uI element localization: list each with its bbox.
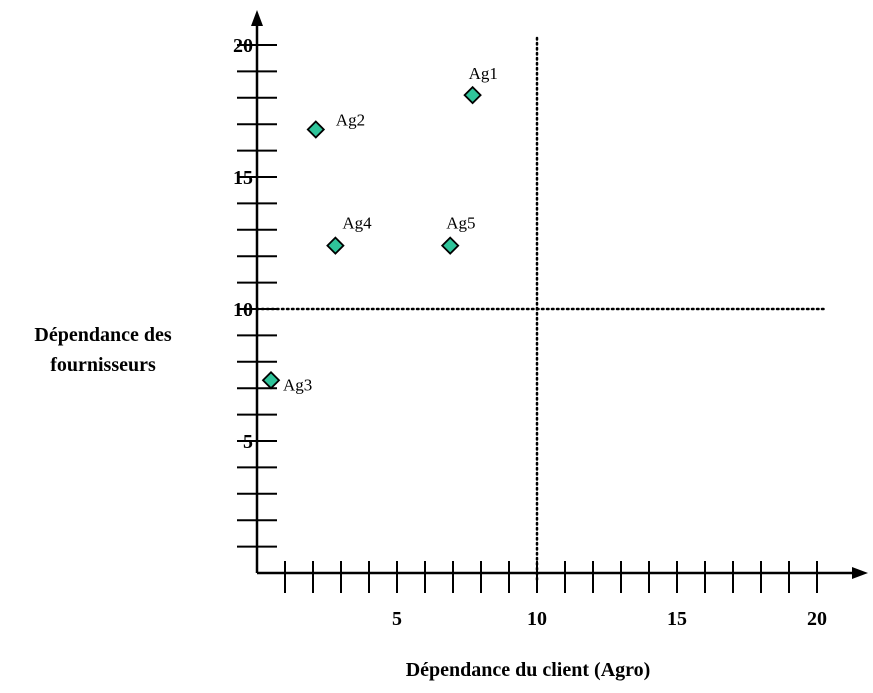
tick-labels: 5 10 15 20 5 10 15 20 xyxy=(233,35,827,630)
point-label-ag5: Ag5 xyxy=(446,214,475,233)
y-tick-label: 15 xyxy=(233,167,253,189)
y-tick-label: 5 xyxy=(243,431,253,453)
axes xyxy=(251,10,868,579)
ticks xyxy=(237,44,818,593)
data-point-ag1 xyxy=(463,85,482,105)
data-points: Ag1 Ag2 Ag3 Ag4 Ag5 xyxy=(261,64,498,394)
data-point-ag5 xyxy=(440,236,460,255)
y-axis-title-line1: Dépendance des xyxy=(34,324,171,346)
x-axis-arrow xyxy=(852,567,868,579)
data-point-ag3 xyxy=(261,371,281,390)
x-tick-label: 10 xyxy=(527,608,547,630)
y-tick-label: 10 xyxy=(233,299,253,321)
x-tick-label: 15 xyxy=(667,608,687,630)
reference-lines xyxy=(255,36,828,585)
x-tick-label: 5 xyxy=(392,608,402,630)
x-tick-label: 20 xyxy=(807,608,827,630)
data-point-ag4 xyxy=(326,236,345,255)
y-tick-label: 20 xyxy=(233,35,253,57)
point-label-ag1: Ag1 xyxy=(469,64,498,83)
y-axis-title-line2: fournisseurs xyxy=(50,354,156,376)
point-label-ag2: Ag2 xyxy=(336,110,365,129)
point-label-ag4: Ag4 xyxy=(342,214,372,233)
x-axis-title: Dépendance du client (Agro) xyxy=(406,659,651,681)
data-point-ag2 xyxy=(306,120,326,139)
point-label-ag3: Ag3 xyxy=(283,375,312,394)
y-axis-arrow xyxy=(251,10,263,26)
